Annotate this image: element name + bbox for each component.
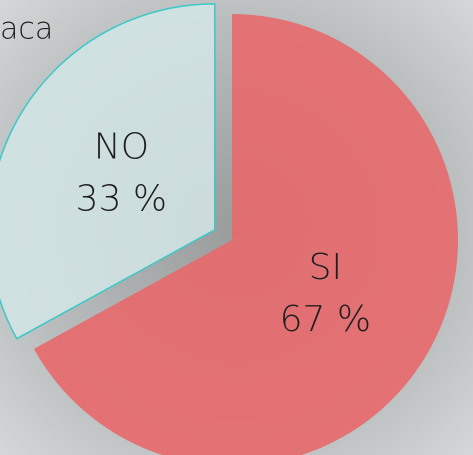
slice-value-label: 67 % <box>280 299 371 340</box>
slice-category-label: NO <box>94 127 149 168</box>
slice-value-label: 33 % <box>76 179 167 220</box>
page: aca SI67 %NO33 % (() => { const data = J… <box>0 0 473 455</box>
slice-category-label: SI <box>309 247 342 288</box>
chart-title: aca <box>0 12 53 47</box>
chart: aca SI 67 % NO 33 % <box>0 0 473 455</box>
